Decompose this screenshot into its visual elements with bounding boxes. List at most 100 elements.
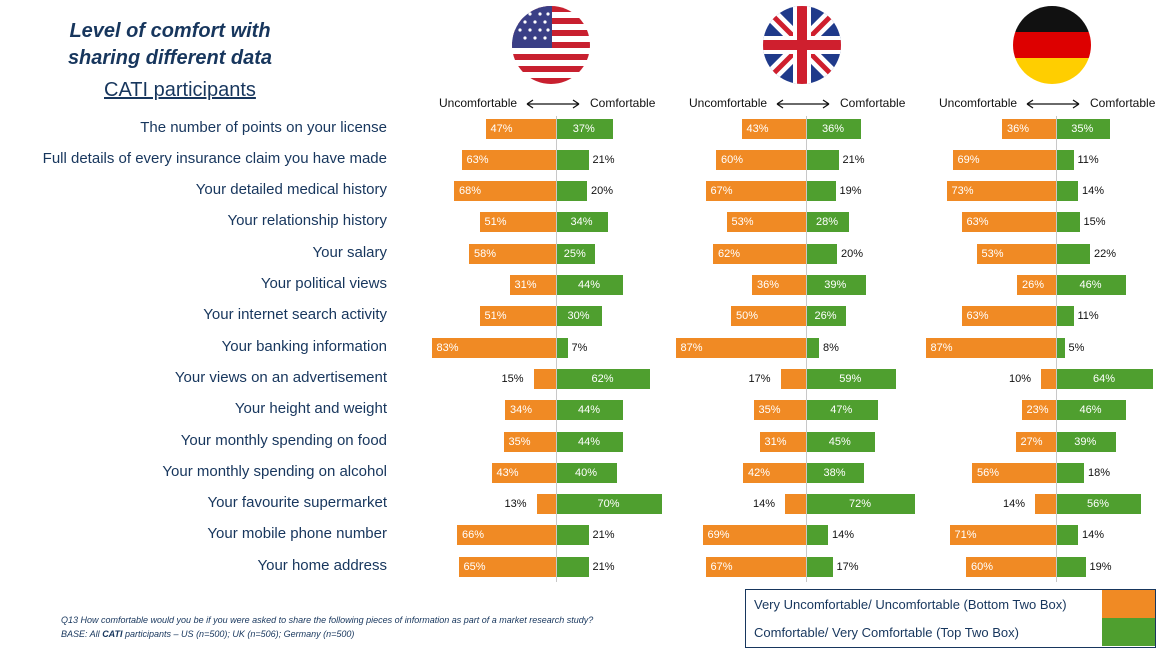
uncomfortable-label: Uncomfortable — [939, 96, 1018, 110]
category-label: Your internet search activity — [203, 306, 387, 324]
value-label-uncomfortable: 47% — [490, 123, 513, 135]
value-label-uncomfortable: 50% — [736, 310, 759, 322]
value-label-uncomfortable: 51% — [484, 216, 507, 228]
bar-uncomfortable — [461, 150, 556, 170]
chart-title: Level of comfort with sharing different … — [20, 18, 320, 72]
value-label-comfortable: 8% — [823, 342, 839, 354]
value-label-comfortable: 44% — [578, 279, 601, 291]
bar-uncomfortable — [491, 463, 556, 483]
value-label-comfortable: 7% — [571, 342, 588, 354]
bar-uncomfortable — [753, 400, 806, 420]
value-label-uncomfortable: 26% — [1022, 279, 1045, 291]
value-label-uncomfortable: 69% — [707, 529, 730, 541]
value-label-uncomfortable: 17% — [748, 373, 771, 385]
value-label-uncomfortable: 63% — [966, 216, 989, 228]
bar-comfortable — [807, 150, 839, 170]
value-label-comfortable: 18% — [1088, 467, 1111, 479]
value-label-comfortable: 15% — [1083, 216, 1106, 228]
comfortable-label: Comfortable — [590, 96, 656, 110]
value-label-comfortable: 5% — [1068, 342, 1085, 354]
bar-uncomfortable — [485, 119, 556, 139]
value-label-uncomfortable: 60% — [971, 561, 994, 573]
bar-comfortable — [557, 244, 595, 264]
value-label-comfortable: 11% — [1077, 310, 1099, 322]
bar-comfortable — [557, 463, 617, 483]
value-label-comfortable: 20% — [841, 248, 864, 260]
value-label-comfortable: 19% — [1089, 561, 1112, 573]
uncomfortable-label: Uncomfortable — [439, 96, 518, 110]
category-label: The number of points on your license — [140, 118, 387, 136]
value-label-uncomfortable: 65% — [463, 561, 486, 573]
bar-uncomfortable — [966, 557, 1056, 577]
value-label-uncomfortable: 15% — [501, 373, 524, 385]
value-label-comfortable: 62% — [591, 373, 614, 385]
bar-uncomfortable — [743, 463, 806, 483]
bar-comfortable — [1057, 212, 1080, 232]
bar-uncomfortable — [780, 369, 806, 389]
center-axis-line — [806, 116, 807, 582]
bar-uncomfortable — [741, 119, 806, 139]
bar-uncomfortable — [503, 432, 556, 452]
legend-swatch-green — [1102, 618, 1155, 646]
bar-comfortable — [1057, 432, 1116, 452]
bar-comfortable — [557, 181, 587, 201]
value-label-uncomfortable: 56% — [977, 467, 1000, 479]
bar-comfortable — [1057, 369, 1153, 389]
bar-comfortable — [807, 306, 846, 326]
bar-uncomfortable — [509, 275, 556, 295]
bar-comfortable — [807, 525, 828, 545]
footnote-base-prefix: BASE: All — [61, 629, 103, 639]
value-label-comfortable: 64% — [1093, 373, 1116, 385]
bar-uncomfortable — [533, 369, 556, 389]
bar-uncomfortable — [713, 244, 806, 264]
bar-comfortable — [557, 119, 613, 139]
legend-item-comfortable: Comfortable/ Very Comfortable (Top Two B… — [746, 618, 1155, 646]
bar-uncomfortable — [1002, 119, 1056, 139]
value-label-uncomfortable: 14% — [753, 498, 776, 510]
bar-uncomfortable — [1041, 369, 1056, 389]
value-label-comfortable: 26% — [814, 310, 837, 322]
legend-item-uncomfortable: Very Uncomfortable/ Uncomfortable (Botto… — [746, 590, 1155, 618]
bar-comfortable — [557, 306, 602, 326]
bar-uncomfortable — [1021, 400, 1056, 420]
us-flag-icon — [512, 6, 590, 84]
value-label-comfortable: 47% — [830, 404, 853, 416]
legend-swatch-orange — [1102, 590, 1155, 618]
value-label-comfortable: 21% — [592, 561, 615, 573]
value-label-comfortable: 59% — [839, 373, 862, 385]
title-line-2: sharing different data — [67, 47, 273, 69]
germany-flag-icon — [1013, 6, 1091, 84]
value-label-comfortable: 45% — [828, 436, 851, 448]
bar-comfortable — [807, 275, 866, 295]
bar-comfortable — [557, 400, 623, 420]
bar-uncomfortable — [454, 181, 556, 201]
center-axis-line — [556, 116, 557, 582]
bar-uncomfortable — [759, 432, 806, 452]
value-label-uncomfortable: 10% — [1009, 373, 1032, 385]
bar-comfortable — [807, 432, 875, 452]
bar-comfortable — [1057, 400, 1126, 420]
bar-uncomfortable — [972, 463, 1056, 483]
bar-uncomfortable — [1017, 275, 1056, 295]
value-label-uncomfortable: 51% — [484, 310, 507, 322]
value-label-uncomfortable: 69% — [957, 154, 980, 166]
value-label-comfortable: 44% — [578, 436, 601, 448]
value-label-uncomfortable: 63% — [466, 154, 489, 166]
value-label-uncomfortable: 63% — [966, 310, 989, 322]
value-label-comfortable: 35% — [1071, 123, 1094, 135]
bar-comfortable — [557, 432, 623, 452]
value-label-comfortable: 72% — [849, 498, 872, 510]
bar-uncomfortable — [705, 181, 806, 201]
value-label-comfortable: 21% — [592, 529, 615, 541]
bar-uncomfortable — [536, 494, 556, 514]
value-label-comfortable: 21% — [842, 154, 865, 166]
bar-comfortable — [807, 119, 861, 139]
center-axis-line — [1056, 116, 1057, 582]
legend: Very Uncomfortable/ Uncomfortable (Botto… — [745, 589, 1156, 648]
bar-comfortable — [807, 244, 837, 264]
bar-uncomfortable — [726, 212, 806, 232]
bar-uncomfortable — [785, 494, 806, 514]
category-label: Your views on an advertisement — [174, 368, 387, 386]
value-label-uncomfortable: 34% — [510, 404, 533, 416]
value-label-uncomfortable: 83% — [436, 342, 459, 354]
